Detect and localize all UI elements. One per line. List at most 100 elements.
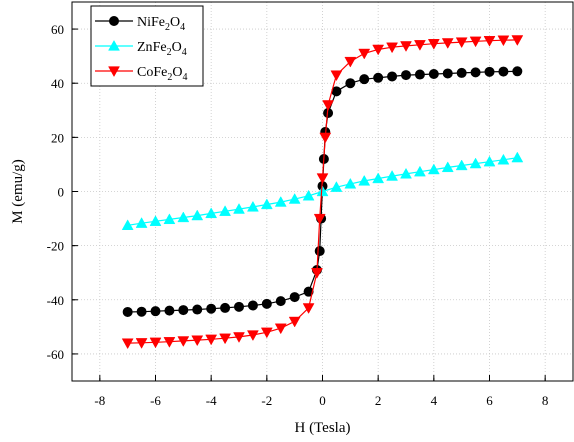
- data-point: [483, 155, 496, 167]
- data-point: [288, 193, 301, 204]
- data-point: [498, 66, 509, 77]
- data-point: [359, 74, 370, 85]
- data-point: [427, 163, 440, 175]
- data-point: [316, 173, 329, 184]
- data-point: [233, 203, 245, 214]
- data-point: [319, 132, 332, 144]
- data-point: [275, 296, 286, 307]
- data-point: [469, 36, 482, 48]
- data-point: [386, 170, 399, 181]
- x-tick-label: 0: [319, 393, 326, 408]
- data-point: [497, 35, 510, 47]
- legend-label: NiFe2O4: [137, 15, 185, 33]
- data-point: [313, 213, 326, 225]
- x-tick-label: -4: [206, 393, 217, 408]
- data-point: [220, 302, 231, 313]
- y-tick-label: -40: [47, 293, 64, 308]
- legend-marker: [108, 66, 120, 78]
- series-1: [121, 151, 524, 230]
- data-point: [219, 333, 232, 345]
- data-point: [330, 70, 343, 82]
- y-tick-label: -20: [47, 239, 64, 254]
- y-axis: -60 -40 -20 0 20 40 60: [47, 22, 78, 362]
- data-point: [386, 42, 399, 54]
- data-point: [358, 174, 371, 186]
- data-point: [302, 189, 315, 201]
- y-tick-label: 40: [51, 76, 64, 91]
- x-axis-label: H (Tesla): [294, 420, 350, 436]
- data-point: [274, 323, 287, 335]
- data-point: [469, 157, 482, 169]
- data-point: [314, 246, 325, 257]
- data-point: [303, 286, 314, 297]
- data-point: [400, 167, 412, 179]
- data-point: [401, 70, 411, 81]
- data-point: [512, 66, 523, 77]
- data-point: [121, 338, 134, 350]
- data-point: [344, 177, 357, 189]
- data-point: [135, 338, 148, 349]
- data-point: [288, 316, 301, 328]
- data-point: [345, 78, 356, 89]
- data-point: [260, 327, 273, 339]
- data-point: [413, 165, 426, 177]
- data-point: [413, 40, 426, 51]
- data-point: [322, 100, 334, 111]
- data-point: [121, 219, 134, 230]
- data-point: [414, 69, 425, 80]
- data-point: [219, 205, 232, 216]
- legend-label: ZnFe2O4: [137, 40, 187, 58]
- data-point: [135, 217, 148, 228]
- x-axis: -8 -6 -4 -2 0 2 4 6 8: [94, 375, 548, 408]
- y-tick-label: -60: [47, 347, 64, 362]
- data-point: [400, 41, 412, 52]
- x-tick-label: 2: [375, 393, 382, 408]
- x-tick-label: -2: [261, 393, 272, 408]
- data-point: [149, 337, 162, 349]
- data-point: [233, 332, 245, 343]
- data-point: [163, 337, 176, 348]
- data-point: [289, 292, 300, 303]
- data-point: [178, 305, 189, 316]
- data-point: [205, 207, 218, 219]
- data-point: [136, 306, 147, 317]
- legend-label: CoFe2O4: [137, 65, 187, 83]
- series-2: [121, 35, 524, 350]
- data-point: [441, 161, 454, 173]
- data-point: [274, 196, 287, 207]
- data-point: [191, 209, 204, 221]
- data-point: [149, 215, 162, 226]
- data-point: [428, 69, 439, 80]
- data-point: [164, 305, 175, 316]
- legend-marker: [109, 16, 119, 26]
- data-point: [455, 37, 468, 49]
- data-point: [246, 330, 259, 341]
- data-point: [387, 71, 398, 82]
- data-point: [177, 211, 190, 223]
- data-point: [511, 35, 524, 46]
- x-tick-label: 6: [486, 393, 493, 408]
- data-point: [205, 334, 218, 346]
- data-point: [511, 151, 524, 163]
- x-tick-label: 4: [431, 393, 438, 408]
- series-layer: [121, 35, 524, 350]
- data-point: [358, 48, 371, 60]
- data-point: [484, 66, 495, 77]
- x-tick-label: 8: [542, 393, 549, 408]
- data-point: [261, 298, 272, 309]
- data-point: [316, 185, 329, 197]
- legend: NiFe2O4 ZnFe2O4 CoFe2O4: [90, 5, 204, 87]
- data-point: [122, 306, 133, 317]
- data-point: [483, 36, 496, 47]
- data-point: [497, 153, 510, 165]
- data-point: [302, 303, 315, 314]
- data-point: [344, 56, 357, 68]
- data-point: [372, 172, 385, 184]
- data-point: [260, 198, 273, 210]
- data-point: [191, 335, 204, 347]
- y-tick-label: 60: [51, 22, 64, 37]
- data-point: [206, 303, 217, 314]
- data-point: [456, 67, 467, 78]
- data-point: [192, 304, 203, 315]
